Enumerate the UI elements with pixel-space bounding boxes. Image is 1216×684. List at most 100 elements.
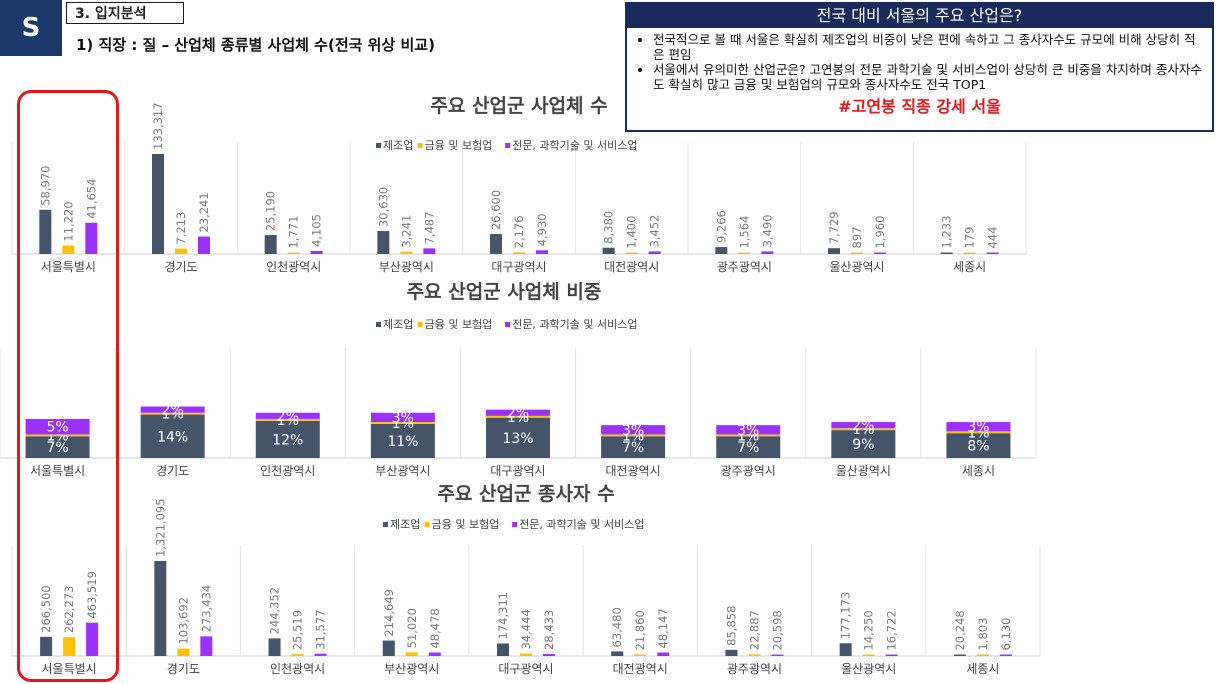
category-label: 울산광역시 [841, 662, 896, 676]
segment-label: 9% [852, 437, 874, 453]
legend-label: 제조업 [383, 139, 413, 152]
bar [520, 653, 532, 656]
data-label: 179 [963, 227, 977, 249]
category-label: 광주광역시 [727, 662, 782, 676]
bar [738, 252, 751, 254]
data-label: 7,213 [174, 212, 188, 245]
stacked-segment [601, 425, 666, 435]
category-label: 서울특별시 [30, 464, 85, 478]
data-label: 28,433 [542, 610, 556, 650]
data-label: 463,519 [85, 571, 99, 619]
bar [839, 643, 852, 656]
category-label: 인천광역시 [266, 259, 321, 274]
bar [862, 654, 875, 656]
data-label: 8,380 [602, 211, 616, 244]
bar [39, 209, 52, 254]
segment-label: 2% [162, 403, 184, 419]
category-label: 인천광역시 [270, 661, 325, 676]
bar [625, 252, 638, 254]
stacked-segment [255, 418, 320, 421]
seoul-highlight-frame [17, 90, 119, 682]
category-label: 대구광역시 [491, 260, 546, 274]
bar [177, 648, 190, 656]
segment-label: 2% [507, 406, 529, 422]
category-label: 서울특별시 [42, 662, 97, 676]
segment-label: 2% [852, 418, 874, 434]
segment-label: 3% [622, 423, 644, 439]
legend-swatch [376, 322, 381, 327]
segment-label: 8% [967, 439, 989, 455]
category-label: 대구광역시 [490, 464, 545, 478]
data-label: 1,233 [940, 216, 954, 249]
data-label: 31,577 [314, 609, 328, 649]
data-label: 25,519 [291, 610, 305, 650]
data-label: 174,311 [496, 592, 510, 640]
stacked-segment [831, 422, 896, 429]
bar [648, 251, 661, 254]
bar [86, 622, 99, 656]
data-label: 3,452 [648, 214, 662, 247]
data-label: 244,352 [268, 587, 282, 635]
category-label: 서울특별시 [41, 260, 96, 274]
bar [715, 247, 728, 254]
data-label: 262,273 [62, 586, 76, 634]
callout-bullet-2: 서울에서 유의미한 산업군은? 고연봉의 전문 과학기술 및 서비스업이 상당히… [653, 62, 1202, 92]
data-label: 1,960 [873, 216, 887, 249]
category-label: 대전광역시 [613, 662, 668, 676]
bar [400, 251, 413, 254]
bar [940, 252, 953, 254]
stacked-segment [716, 434, 781, 437]
bar [963, 252, 976, 254]
page-subtitle: 1) 직장 : 질 – 산업체 종류별 사업체 수(전국 위상 비교) [76, 36, 435, 54]
category-label: 세종시 [962, 464, 995, 478]
segment-label: 7% [737, 440, 759, 456]
data-label: 20,598 [770, 610, 784, 650]
data-label: 11,220 [61, 201, 75, 241]
bar [291, 654, 304, 656]
legend-label: 전문, 과학기술 및 서비스업 [512, 318, 637, 331]
bar [885, 654, 898, 656]
data-label: 1,771 [287, 216, 301, 249]
category-label: 광주광역시 [721, 464, 776, 478]
stacked-segment [140, 414, 205, 458]
data-label: 2,176 [512, 215, 526, 248]
legend-label: 제조업 [383, 318, 413, 331]
category-label: 대구광역시 [498, 662, 553, 676]
callout-box: 전국 대비 서울의 주요 산업은? 전국적으로 볼 때 서울은 확실히 제조업의… [625, 2, 1214, 132]
category-label: 경기도 [164, 260, 197, 274]
legend-swatch [376, 143, 381, 148]
stacked-segment [140, 412, 205, 415]
category-label: 부산광역시 [379, 260, 434, 274]
segment-label: 3% [392, 410, 414, 426]
data-label: 34,444 [519, 609, 533, 649]
data-label: 26,600 [489, 190, 503, 230]
section-badge: S [0, 0, 62, 56]
category-label: 대전광역시 [604, 260, 659, 274]
data-label: 3,490 [760, 214, 774, 247]
data-label: 48,478 [428, 608, 442, 648]
bar [602, 247, 615, 254]
data-label: 22,887 [747, 610, 761, 650]
bar [986, 252, 999, 254]
stacked-segment [486, 417, 550, 458]
stacked-segment [946, 433, 1011, 458]
bar [513, 252, 525, 254]
data-label: 9,266 [714, 210, 728, 243]
callout-title: 전국 대비 서울의 주요 산업은? [627, 4, 1212, 28]
chart-title: 주요 산업군 사업체 수 [430, 95, 607, 117]
data-label: 14,250 [862, 610, 876, 650]
bar [976, 654, 989, 656]
bar [953, 654, 966, 656]
bar [828, 248, 840, 254]
category-label: 부산광역시 [384, 662, 439, 676]
category-label: 세종시 [953, 260, 986, 274]
callout-list: 전국적으로 볼 때 서울은 확실히 제조업의 비중이 낮은 편에 속하고 그 종… [627, 32, 1212, 92]
bar [536, 250, 548, 254]
legend-label: 금융 및 보험업 [432, 518, 500, 531]
bar [428, 652, 441, 656]
category-label: 울산광역시 [829, 260, 884, 274]
bar [314, 653, 327, 656]
legend-swatch [512, 522, 518, 527]
legend-swatch [417, 322, 423, 327]
segment-label: 13% [502, 431, 533, 447]
